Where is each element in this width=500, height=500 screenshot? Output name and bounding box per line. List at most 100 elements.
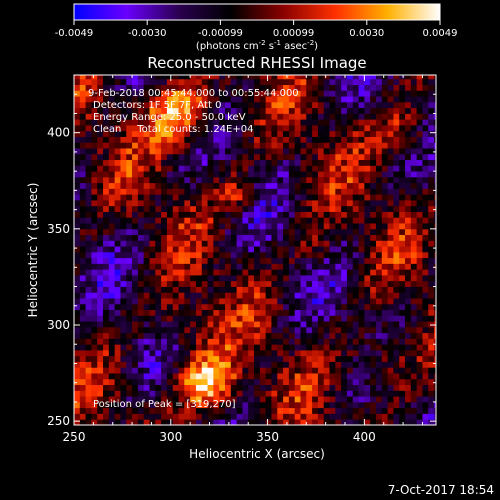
- heatmap-cell: [422, 228, 429, 236]
- heatmap-cell: [137, 251, 145, 259]
- heatmap-cell: [213, 153, 220, 161]
- heatmap-cell: [434, 251, 436, 259]
- heatmap-cell: [143, 136, 150, 143]
- heatmap-cell: [224, 228, 232, 236]
- heatmap-cell: [201, 188, 208, 195]
- heatmap-cell: [114, 355, 121, 362]
- heatmap-cell: [137, 200, 145, 207]
- heatmap-cell: [375, 315, 383, 322]
- heatmap-cell: [393, 223, 400, 230]
- heatmap-cell: [358, 355, 365, 362]
- heatmap-cell: [277, 228, 284, 236]
- heatmap-cell: [312, 344, 319, 351]
- heatmap-cell: [416, 211, 423, 218]
- heatmap-cell: [143, 234, 150, 241]
- heatmap-cell: [317, 298, 325, 305]
- heatmap-cell: [254, 413, 261, 420]
- heatmap-cell: [364, 142, 371, 149]
- heatmap-cell: [277, 78, 284, 86]
- heatmap-cell: [91, 303, 98, 311]
- heatmap-cell: [108, 217, 116, 224]
- heatmap-cell: [300, 286, 307, 293]
- heatmap-cell: [213, 136, 220, 143]
- heatmap-cell: [294, 153, 301, 161]
- heatmap-cell: [358, 113, 365, 120]
- heatmap-cell: [161, 298, 168, 305]
- heatmap-cell: [399, 217, 406, 224]
- heatmap-cell: [161, 176, 168, 184]
- heatmap-cell: [364, 130, 371, 137]
- heatmap-cell: [97, 148, 104, 155]
- heatmap-cell: [242, 378, 249, 386]
- heatmap-cell: [254, 355, 261, 362]
- heatmap-cell: [236, 101, 243, 109]
- heatmap-cell: [201, 148, 208, 155]
- heatmap-cell: [236, 275, 243, 282]
- heatmap-cell: [306, 217, 313, 224]
- heatmap-cell: [97, 251, 104, 259]
- heatmap-cell: [317, 205, 325, 212]
- heatmap-cell: [283, 298, 290, 305]
- heatmap-cell: [352, 292, 359, 299]
- heatmap-cell: [364, 361, 371, 368]
- heatmap-cell: [190, 344, 197, 351]
- heatmap-cell: [434, 153, 436, 161]
- heatmap-cell: [422, 148, 429, 155]
- heatmap-cell: [405, 338, 412, 345]
- heatmap-cell: [358, 384, 365, 391]
- heatmap-cell: [74, 292, 81, 299]
- heatmap-cell: [329, 142, 336, 149]
- y-tick-label: 400: [47, 126, 70, 140]
- heatmap-cell: [422, 275, 429, 282]
- heatmap-cell: [132, 119, 139, 126]
- heatmap-cell: [149, 344, 156, 351]
- heatmap-cell: [358, 142, 365, 149]
- heatmap-cell: [358, 309, 365, 316]
- heatmap-cell: [317, 217, 325, 224]
- heatmap-cell: [405, 263, 412, 270]
- heatmap-cell: [416, 101, 423, 109]
- heatmap-cell: [277, 234, 284, 241]
- heatmap-cell: [190, 355, 197, 362]
- heatmap-cell: [108, 90, 116, 97]
- heatmap-cell: [265, 326, 272, 334]
- heatmap-cell: [306, 194, 313, 201]
- heatmap-cell: [416, 355, 423, 362]
- heatmap-cell: [172, 361, 179, 368]
- heatmap-cell: [236, 90, 243, 97]
- heatmap-cell: [416, 413, 423, 420]
- heatmap-cell: [132, 401, 139, 409]
- heatmap-cell: [132, 228, 139, 236]
- heatmap-cell: [254, 211, 261, 218]
- heatmap-cell: [341, 269, 348, 276]
- heatmap-cell: [381, 344, 389, 351]
- heatmap-cell: [149, 240, 156, 247]
- heatmap-cell: [172, 113, 179, 120]
- heatmap-cell: [137, 240, 145, 247]
- heatmap-cell: [149, 251, 156, 259]
- heatmap-cell: [306, 361, 313, 368]
- heatmap-cell: [230, 315, 238, 322]
- heatmap-cell: [108, 113, 116, 120]
- heatmap-cell: [434, 275, 436, 282]
- heatmap-cell: [294, 101, 301, 109]
- heatmap-cell: [195, 269, 203, 276]
- heatmap-cell: [166, 378, 174, 386]
- heatmap-cell: [108, 176, 116, 184]
- heatmap-cell: [103, 234, 110, 241]
- heatmap-cell: [405, 205, 412, 212]
- heatmap-cell: [364, 269, 371, 276]
- heatmap-cell: [271, 182, 278, 189]
- heatmap-cell: [277, 407, 284, 414]
- heatmap-cell: [312, 148, 319, 155]
- heatmap-cell: [172, 280, 179, 287]
- heatmap-cell: [370, 246, 377, 253]
- heatmap-cell: [265, 401, 272, 409]
- heatmap-cell: [219, 257, 226, 264]
- heatmap-cell: [242, 159, 249, 166]
- heatmap-cell: [91, 142, 98, 149]
- heatmap-cell: [219, 338, 226, 345]
- heatmap-cell: [224, 367, 232, 374]
- heatmap-cell: [300, 355, 307, 362]
- heatmap-cell: [184, 113, 191, 120]
